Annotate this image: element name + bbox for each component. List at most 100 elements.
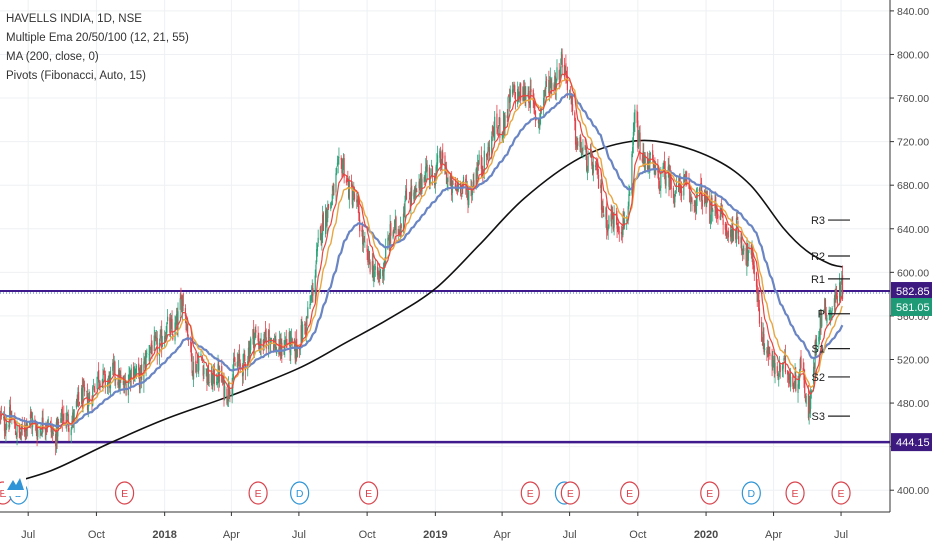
- legend-ma[interactable]: MA (200, close, 0): [6, 51, 99, 63]
- candle-body: [491, 125, 494, 135]
- candle-body: [395, 217, 397, 234]
- candle-body: [217, 363, 219, 381]
- candle-body: [97, 371, 99, 378]
- dividend-marker[interactable]: D: [290, 481, 310, 505]
- event-circle: [114, 481, 135, 505]
- candle-body: [156, 337, 158, 356]
- candle-body: [229, 391, 231, 394]
- candle-body: [664, 169, 666, 184]
- candle-body: [655, 167, 657, 175]
- tradingview-logo-icon[interactable]: [4, 474, 26, 496]
- candle-body: [141, 364, 143, 380]
- legend-symbol[interactable]: HAVELLS INDIA, 1D, NSE: [6, 13, 142, 25]
- candle-body: [563, 64, 566, 77]
- earnings-marker[interactable]: E: [520, 481, 540, 505]
- dividend-marker[interactable]: D: [741, 481, 761, 505]
- candle-body: [154, 336, 156, 338]
- candle-body: [647, 163, 649, 172]
- earnings-marker[interactable]: E: [359, 481, 379, 505]
- earnings-marker[interactable]: E: [248, 481, 268, 505]
- candle-body: [379, 268, 382, 279]
- candle-body: [108, 374, 110, 379]
- y-tick-label: 400.00: [897, 485, 929, 497]
- event-label: D: [748, 488, 756, 500]
- candle-body: [358, 205, 360, 221]
- earnings-marker[interactable]: E: [700, 481, 720, 505]
- candle-body: [99, 383, 101, 388]
- earnings-marker[interactable]: E: [114, 481, 135, 505]
- candle-body: [60, 409, 63, 417]
- candle-body: [836, 295, 838, 304]
- candle-body: [175, 323, 177, 325]
- event-circle: [290, 481, 310, 505]
- event-circle: [520, 481, 540, 505]
- candle-body: [231, 386, 233, 397]
- candle-body: [327, 204, 330, 209]
- legend-pivots[interactable]: Pivots (Fibonacci, Auto, 15): [6, 70, 146, 82]
- legend-ema[interactable]: Multiple Ema 20/50/100 (12, 21, 55): [6, 32, 189, 44]
- candle-body: [569, 90, 571, 92]
- candle-body: [841, 277, 843, 283]
- candle-body: [710, 200, 712, 224]
- candle-body: [802, 367, 804, 372]
- candle-body: [556, 67, 558, 80]
- candle-body: [149, 351, 151, 357]
- candle-body: [153, 335, 155, 351]
- candle-body: [181, 296, 184, 314]
- earnings-marker[interactable]: E: [560, 481, 580, 505]
- candle-body: [436, 155, 439, 164]
- candle-body: [289, 332, 291, 353]
- candle-body: [561, 54, 563, 68]
- candle-body: [320, 224, 322, 241]
- candle-body: [830, 314, 832, 316]
- ema-12-line: [0, 72, 843, 433]
- candle-body: [93, 386, 95, 391]
- candle-body: [9, 407, 11, 428]
- candle-body: [508, 94, 511, 103]
- pivot-label-r1: R1: [811, 274, 825, 286]
- candle-body: [182, 293, 184, 306]
- candle-body: [335, 173, 337, 193]
- candle-body: [368, 249, 370, 261]
- candle-body: [623, 212, 625, 229]
- candle-body: [674, 194, 676, 203]
- candle-body: [60, 418, 62, 423]
- ma200-layer: [0, 139, 843, 487]
- candle-body: [363, 238, 365, 241]
- candle-body: [576, 143, 578, 147]
- candle-body: [623, 220, 626, 227]
- candle-body: [213, 367, 215, 377]
- pivot-label-r3: R3: [811, 215, 825, 227]
- candle-body: [454, 182, 456, 189]
- candle-body: [709, 221, 712, 222]
- candle-body: [735, 230, 737, 240]
- candle-body: [369, 261, 371, 272]
- candle-body: [663, 162, 665, 166]
- candle-body: [215, 381, 218, 384]
- chart-legend: HAVELLS INDIA, 1D, NSE Multiple Ema 20/5…: [6, 10, 189, 86]
- candle-body: [778, 373, 780, 380]
- candle-body: [115, 378, 117, 381]
- earnings-marker[interactable]: E: [831, 481, 851, 505]
- candle-body: [181, 299, 183, 313]
- candle-body: [705, 198, 707, 207]
- earnings-marker[interactable]: E: [620, 481, 640, 505]
- candle-body: [192, 361, 195, 380]
- candle-body: [617, 226, 619, 230]
- candle-body: [76, 398, 78, 402]
- candle-body: [543, 97, 545, 109]
- candle-body: [203, 367, 205, 375]
- candle-body: [722, 219, 724, 225]
- candle-body: [325, 207, 327, 223]
- candle-body: [208, 382, 210, 383]
- candle-body: [434, 180, 436, 186]
- earnings-marker[interactable]: E: [785, 481, 805, 505]
- candle-body: [317, 237, 319, 243]
- candle-body: [450, 177, 452, 186]
- candle-body: [78, 401, 80, 405]
- candle-body: [597, 162, 599, 174]
- candle-body: [787, 371, 789, 380]
- candle-body: [689, 185, 691, 203]
